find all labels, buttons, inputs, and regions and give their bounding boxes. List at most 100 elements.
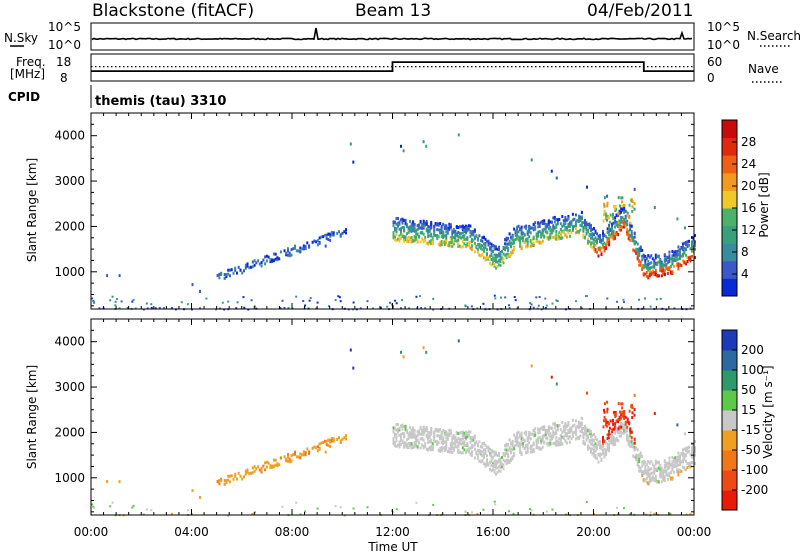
data-cell [525, 433, 528, 437]
data-cell [688, 449, 690, 453]
data-cell [481, 236, 484, 240]
data-cell [689, 259, 692, 263]
data-cell [666, 260, 669, 264]
data-cell [611, 433, 614, 436]
data-cell [544, 297, 547, 300]
data-cell [517, 444, 520, 448]
data-cell [645, 266, 648, 270]
data-cell [234, 474, 237, 478]
data-cell [507, 246, 510, 250]
data-cell [621, 306, 624, 309]
data-cell [428, 228, 431, 232]
data-cell [448, 241, 451, 245]
data-cell [556, 442, 559, 446]
data-cell [120, 300, 123, 303]
data-cell [379, 306, 382, 309]
data-cell [588, 439, 591, 442]
data-cell [538, 431, 541, 434]
data-cell [431, 442, 434, 446]
data-cell [410, 225, 413, 229]
data-cell [582, 439, 585, 443]
data-cell [543, 441, 546, 445]
data-cell [451, 235, 454, 239]
data-cell [590, 227, 592, 231]
data-cell [602, 229, 604, 233]
data-cell [398, 428, 401, 432]
data-cell [404, 441, 407, 445]
data-cell [624, 420, 627, 424]
data-cell [410, 431, 413, 435]
data-cell [460, 442, 463, 446]
data-cell [439, 428, 442, 431]
data-cell [451, 237, 454, 241]
data-cell [688, 239, 690, 243]
data-cell [549, 431, 552, 435]
data-cell [616, 506, 619, 509]
data-cell [496, 453, 499, 457]
data-cell [676, 217, 679, 221]
data-cell [600, 246, 603, 250]
data-cell [665, 464, 668, 468]
data-cell [248, 472, 251, 476]
data-cell [686, 462, 689, 466]
data-cell [644, 297, 646, 300]
data-cell [662, 263, 665, 267]
data-cell [582, 435, 585, 439]
data-cell [458, 450, 461, 454]
data-cell [451, 229, 454, 233]
data-cell [458, 244, 461, 248]
data-cell [630, 430, 633, 434]
data-cell [455, 225, 458, 229]
data-cell [467, 447, 470, 451]
data-cell [517, 238, 520, 242]
data-cell [635, 457, 638, 461]
data-cell [680, 452, 683, 456]
data-cell [508, 242, 511, 246]
data-cell [590, 430, 592, 434]
data-cell [665, 461, 668, 465]
data-cell [470, 238, 473, 241]
data-cell [508, 448, 511, 452]
data-cell [520, 434, 523, 438]
data-cell [599, 444, 601, 448]
data-cell [409, 425, 412, 429]
data-cell [437, 448, 440, 452]
data-cell [590, 229, 592, 233]
data-cell [512, 512, 515, 515]
data-cell [419, 432, 422, 436]
data-cell [584, 226, 586, 230]
data-cell [677, 264, 680, 268]
data-cell [398, 227, 401, 231]
data-cell [647, 465, 650, 469]
data-cell [585, 501, 588, 503]
data-cell [668, 254, 671, 258]
data-cell [464, 436, 467, 440]
data-cell [562, 428, 565, 432]
data-cell [540, 220, 543, 224]
data-cell [530, 303, 533, 306]
data-cell [132, 298, 135, 301]
data-cell [576, 436, 579, 440]
data-cell [304, 247, 307, 251]
data-cell [481, 244, 484, 248]
data-cell [544, 226, 547, 230]
data-cell [535, 236, 538, 240]
data-cell [457, 339, 460, 343]
data-cell [398, 433, 401, 437]
data-cell [541, 439, 544, 443]
data-cell [532, 450, 535, 453]
data-cell [427, 441, 430, 444]
data-cell [251, 466, 254, 470]
data-cell [546, 222, 549, 226]
data-cell [593, 242, 595, 246]
data-cell [445, 233, 448, 237]
data-cell [274, 458, 277, 462]
data-cell [602, 435, 604, 439]
data-cell [638, 465, 641, 469]
data-cell [574, 426, 577, 430]
data-cell [694, 449, 696, 453]
data-cell [574, 430, 577, 434]
data-cell [470, 436, 473, 440]
data-cell [650, 479, 653, 483]
data-cell [505, 458, 508, 462]
